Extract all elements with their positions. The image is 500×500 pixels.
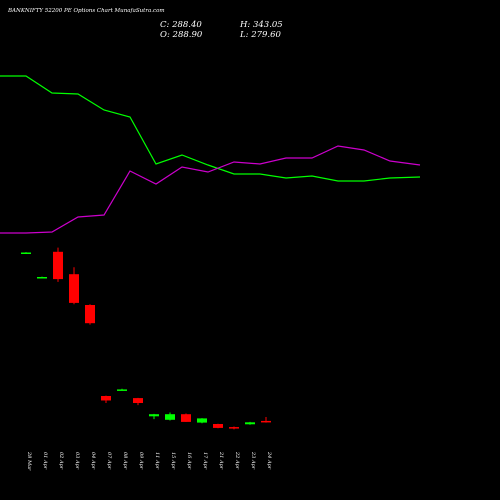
x-tick-label: 01 Apr bbox=[42, 452, 48, 470]
x-tick-label: 17 Apr bbox=[202, 452, 208, 470]
candle-07-apr bbox=[101, 395, 111, 403]
candle-23-apr bbox=[245, 421, 255, 425]
candle-body bbox=[261, 420, 271, 423]
x-tick-label: 09 Apr bbox=[138, 452, 144, 470]
candle-body bbox=[165, 414, 175, 420]
candle-16-apr bbox=[181, 413, 191, 422]
x-tick-label: 07 Apr bbox=[106, 452, 112, 470]
candle-24-apr bbox=[261, 417, 271, 423]
x-tick-label: 16 Apr bbox=[186, 452, 192, 470]
candle-body bbox=[213, 424, 223, 428]
candle-28-mar bbox=[21, 252, 31, 254]
candle-body bbox=[181, 414, 191, 422]
open-value: O: 288.90 bbox=[160, 30, 203, 40]
candle-body bbox=[21, 252, 31, 254]
candle-body bbox=[245, 422, 255, 425]
overlay-line-1 bbox=[0, 75, 421, 182]
high-value: H: 343.05 bbox=[240, 20, 283, 30]
x-tick-label: 04 Apr bbox=[90, 452, 96, 470]
x-tick-label: 03 Apr bbox=[74, 452, 80, 470]
candle-15-apr bbox=[165, 412, 175, 421]
x-tick-label: 23 Apr bbox=[250, 451, 256, 470]
x-tick-label: 28 Mar bbox=[26, 451, 32, 471]
x-tick-label: 22 Apr bbox=[234, 451, 240, 470]
x-tick-label: 21 Apr bbox=[218, 451, 224, 470]
x-tick-label: 11 Apr bbox=[154, 452, 160, 470]
x-tick-label: 15 Apr bbox=[170, 452, 176, 470]
candle-17-apr bbox=[197, 418, 207, 424]
candle-body bbox=[229, 427, 239, 429]
candle-body bbox=[69, 274, 79, 303]
candle-body bbox=[197, 418, 207, 423]
low-value: L: 279.60 bbox=[240, 30, 281, 40]
candle-01-apr bbox=[37, 276, 47, 279]
candle-body bbox=[101, 396, 111, 401]
overlay-line-2 bbox=[0, 145, 421, 234]
x-tick-label: 24 Apr bbox=[266, 451, 272, 470]
candle-09-apr bbox=[133, 397, 143, 406]
candle-04-apr bbox=[85, 304, 95, 325]
candle-02-apr bbox=[53, 247, 63, 282]
candle-21-apr bbox=[213, 423, 223, 429]
x-tick-label: 08 Apr bbox=[122, 452, 128, 470]
candle-11-apr bbox=[149, 413, 159, 420]
candle-body bbox=[53, 251, 63, 280]
candle-08-apr bbox=[117, 388, 127, 391]
x-tick-label: 02 Apr bbox=[58, 452, 64, 470]
candle-body bbox=[149, 414, 159, 417]
candle-body bbox=[117, 389, 127, 391]
candle-body bbox=[85, 305, 95, 324]
candle-22-apr bbox=[229, 426, 239, 430]
candle-03-apr bbox=[69, 267, 79, 305]
chart-title: BANKNIFTY 52200 PE Options Chart MunafaS… bbox=[8, 8, 165, 14]
candle-body bbox=[37, 277, 47, 279]
close-value: C: 288.40 bbox=[160, 20, 202, 30]
candle-body bbox=[133, 398, 143, 403]
